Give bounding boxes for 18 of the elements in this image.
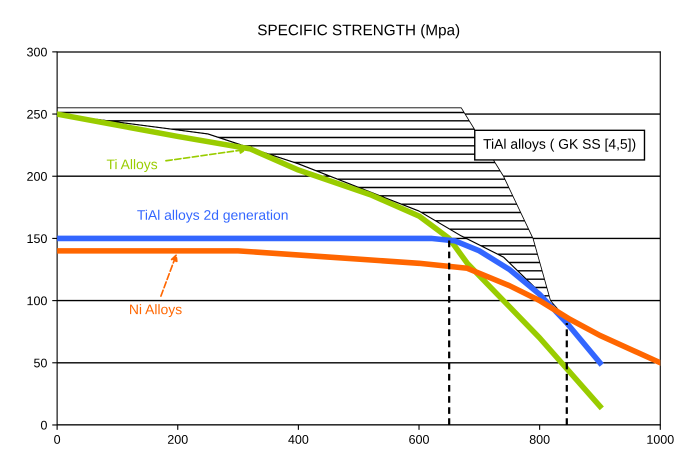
chart-title: SPECIFIC STRENGTH (Mpa) xyxy=(258,24,460,38)
y-tick-label: 250 xyxy=(27,110,47,119)
y-tick-label: 100 xyxy=(27,296,47,306)
x-tick-label: 200 xyxy=(168,435,188,444)
annotation: TiAl alloys ( GK SS [4,5]) xyxy=(483,138,636,152)
text: Ni Alloys xyxy=(130,304,182,318)
series-label: Ti Alloys xyxy=(106,159,158,172)
x-tick-label: 600 xyxy=(409,435,429,444)
series-label: TiAl alloys 2d generation xyxy=(137,210,288,223)
y-tick-label: 200 xyxy=(27,172,47,181)
x-tick-label: 400 xyxy=(288,435,308,444)
x-tick-label: 0 xyxy=(54,435,60,444)
y-tick-label: 150 xyxy=(27,234,47,244)
y-tick-label: 50 xyxy=(34,358,47,368)
y-tick-label: 300 xyxy=(27,48,47,57)
y-tick-label: 0 xyxy=(40,420,47,430)
x-tick-label: 800 xyxy=(530,435,550,444)
x-tick-label: 1000 xyxy=(647,435,674,444)
